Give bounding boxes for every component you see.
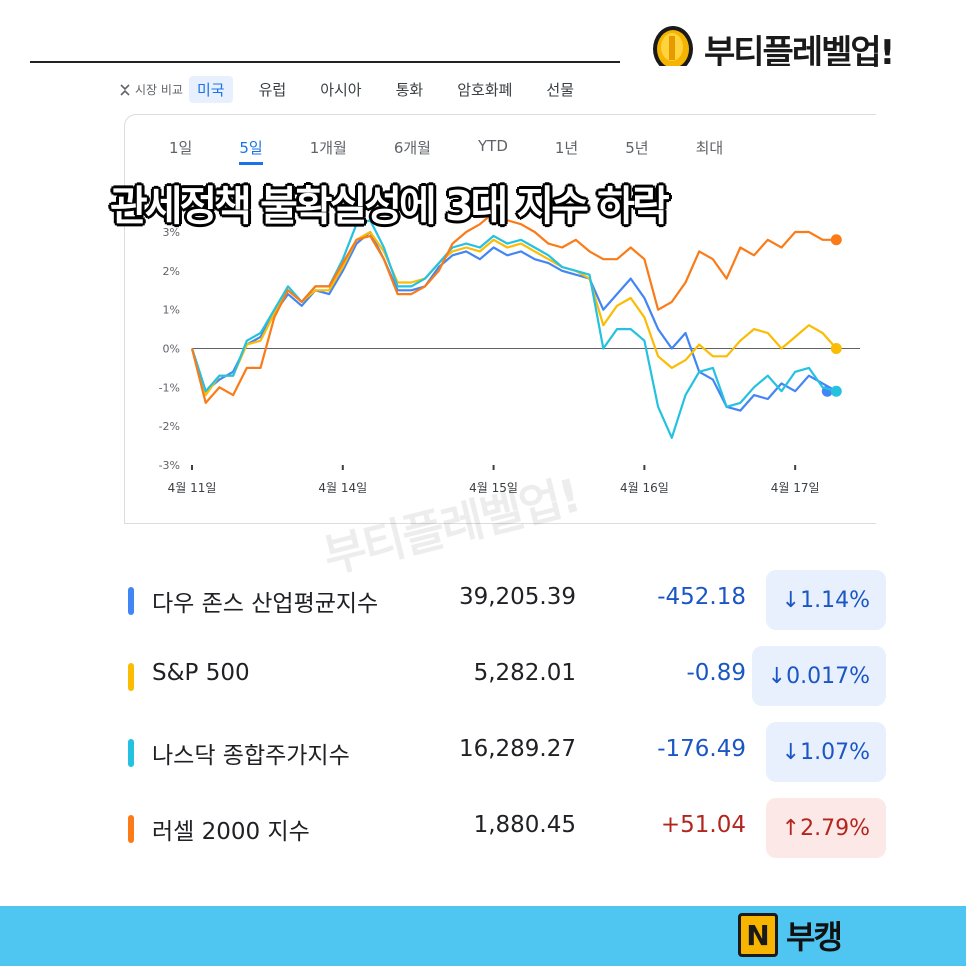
x-tick-label: 4월 14일 <box>318 481 367 495</box>
series-line-0 <box>190 230 837 412</box>
x-tick-label: 4월 11일 <box>168 481 217 495</box>
index-percent-badge: ↓0.017% <box>751 646 886 706</box>
index-percent-badge: ↑2.79% <box>765 798 886 858</box>
tab-asia[interactable]: 아시아 <box>320 81 362 99</box>
range-max[interactable]: 최대 <box>695 139 724 157</box>
series-end-point-1 <box>830 343 842 354</box>
chart-panel: 1일 5일 1개월 6개월 YTD 1년 5년 최대 <box>124 114 876 524</box>
brand-name: 부티플레벨업! <box>704 32 895 73</box>
index-percent-badge: ↓1.14% <box>765 570 886 630</box>
index-price: 5,282.01 <box>473 660 576 686</box>
series-end-point-2 <box>830 385 842 397</box>
tab-currency[interactable]: 통화 <box>395 81 424 99</box>
index-row-dow[interactable]: 다우 존스 산업평균지수 39,205.39 -452.18 ↓1.14% <box>128 570 888 630</box>
x-tick-label: 4월 17일 <box>771 481 820 495</box>
index-price: 1,880.45 <box>473 812 576 838</box>
x-tick-label: 4월 15일 <box>469 481 518 495</box>
headline-caption: 관세정책 불확실성에 3대 지수 하락 <box>110 182 670 230</box>
gold-coin-icon <box>653 26 693 72</box>
index-change: +51.04 <box>660 812 746 838</box>
y-tick-label: 2% <box>163 265 180 278</box>
x-tick-label: 4월 16일 <box>620 481 669 495</box>
index-name: 러셀 2000 지수 <box>152 819 310 845</box>
n-badge-icon: N <box>738 913 778 957</box>
index-name: 다우 존스 산업평균지수 <box>152 591 379 617</box>
range-1d[interactable]: 1일 <box>169 139 193 157</box>
range-5y[interactable]: 5년 <box>625 139 649 157</box>
range-6m[interactable]: 6개월 <box>393 139 431 157</box>
top-divider-line <box>30 61 620 63</box>
compare-toggle[interactable]: 시장 비교 <box>120 81 183 98</box>
series-color-bar <box>128 815 134 843</box>
range-selector: 1일 5일 1개월 6개월 YTD 1년 5년 최대 <box>169 137 770 165</box>
index-row-russell[interactable]: 러셀 2000 지수 1,880.45 +51.04 ↑2.79% <box>128 798 888 858</box>
index-price: 39,205.39 <box>458 584 576 610</box>
tab-futures[interactable]: 선물 <box>546 81 575 99</box>
y-tick-label: -3% <box>159 459 180 472</box>
index-change: -0.89 <box>686 660 746 686</box>
tab-europe[interactable]: 유럽 <box>258 81 287 99</box>
range-5d[interactable]: 5일 <box>239 137 263 165</box>
range-1m[interactable]: 1개월 <box>309 139 347 157</box>
y-tick-label: 0% <box>163 343 180 356</box>
series-color-bar <box>128 663 134 691</box>
index-percent-badge: ↓1.07% <box>765 722 886 782</box>
index-change: -176.49 <box>657 736 746 762</box>
index-line-chart: 3% 2% 1% 0% -1% -2% -3% 4월 11일 4월 14일 4월 15일 4월 16… <box>159 211 860 495</box>
index-name: S&P 500 <box>152 660 250 686</box>
series-line-1 <box>190 230 838 397</box>
brand-logo: 부티플레벨업! <box>650 24 895 74</box>
tab-crypto[interactable]: 암호화폐 <box>457 81 513 99</box>
market-tabs: 시장 비교 미국 유럽 아시아 통화 암호화폐 선물 <box>120 76 608 103</box>
y-tick-label: -2% <box>159 420 180 433</box>
series-end-point-3 <box>830 234 842 246</box>
index-name: 나스닥 종합주가지수 <box>152 743 350 769</box>
footer-brand: N 부캥 <box>738 912 843 958</box>
tab-us[interactable]: 미국 <box>188 76 233 103</box>
footer-brand-text: 부캥 <box>786 918 843 956</box>
y-tick-label: -1% <box>159 381 180 394</box>
index-price: 16,289.27 <box>458 736 576 762</box>
range-1y[interactable]: 1년 <box>554 139 579 157</box>
index-change: -452.18 <box>657 584 746 610</box>
y-tick-label: 3% <box>163 226 180 239</box>
compare-label: 시장 비교 <box>135 83 183 97</box>
series-color-bar <box>128 587 134 615</box>
index-row-sp500[interactable]: S&P 500 5,282.01 -0.89 ↓0.017% <box>128 646 888 706</box>
footer-bar: N 부캥 <box>0 906 966 966</box>
series-line-3 <box>190 211 837 404</box>
range-ytd[interactable]: YTD <box>478 137 508 155</box>
collapse-chevron-icon <box>120 83 130 96</box>
index-row-nasdaq[interactable]: 나스닥 종합주가지수 16,289.27 -176.49 ↓1.07% <box>128 722 888 782</box>
market-card: 시장 비교 미국 유럽 아시아 통화 암호화폐 선물 1일 5일 1개월 6개월… <box>96 66 876 526</box>
series-color-bar <box>128 739 134 767</box>
y-tick-label: 1% <box>163 304 180 317</box>
